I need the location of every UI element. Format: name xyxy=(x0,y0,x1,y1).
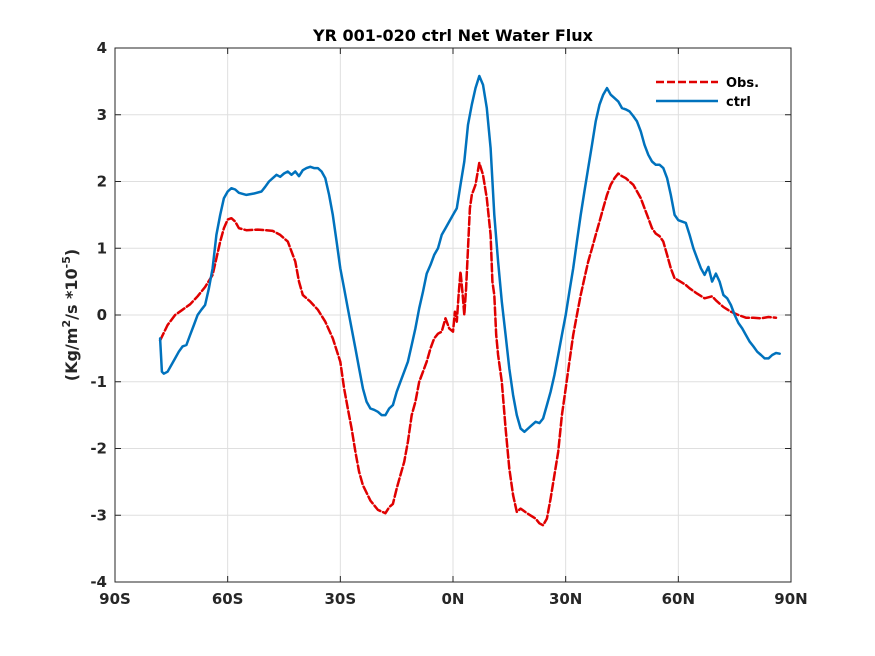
x-axis-tick-labels: 90S 60S 30S 0N 30N 60N 90N xyxy=(99,590,808,608)
legend: Obs. ctrl xyxy=(656,76,759,110)
legend-label-ctrl: ctrl xyxy=(726,95,751,110)
axis-ticks xyxy=(114,47,792,583)
x-tick-label: 90S xyxy=(99,590,131,608)
y-axis-tick-labels: -4 -3 -2 -1 0 1 2 3 4 xyxy=(90,39,107,591)
legend-label-obs: Obs. xyxy=(726,76,759,91)
y-tick-label: -3 xyxy=(90,506,107,524)
y-tick-label: -1 xyxy=(90,373,107,391)
x-tick-label: 0N xyxy=(442,590,465,608)
y-tick-label: 4 xyxy=(97,39,107,57)
y-tick-label: 1 xyxy=(97,239,107,257)
x-tick-label: 60S xyxy=(212,590,244,608)
y-axis-label: (Kg/m2/s *10-5) xyxy=(60,249,81,381)
series-line-obs xyxy=(158,161,778,527)
y-tick-label: 3 xyxy=(97,106,107,124)
x-tick-label: 30S xyxy=(324,590,356,608)
y-tick-label: -4 xyxy=(90,573,107,591)
y-tick-label: 2 xyxy=(97,173,107,191)
x-tick-label: 30N xyxy=(549,590,582,608)
y-tick-label: 0 xyxy=(97,306,107,324)
x-tick-label: 60N xyxy=(662,590,695,608)
series-line-ctrl xyxy=(158,74,781,434)
x-tick-label: 90N xyxy=(774,590,807,608)
chart-title: YR 001-020 ctrl Net Water Flux xyxy=(312,26,594,45)
series-layer xyxy=(158,74,781,527)
y-tick-label: -2 xyxy=(90,440,107,458)
